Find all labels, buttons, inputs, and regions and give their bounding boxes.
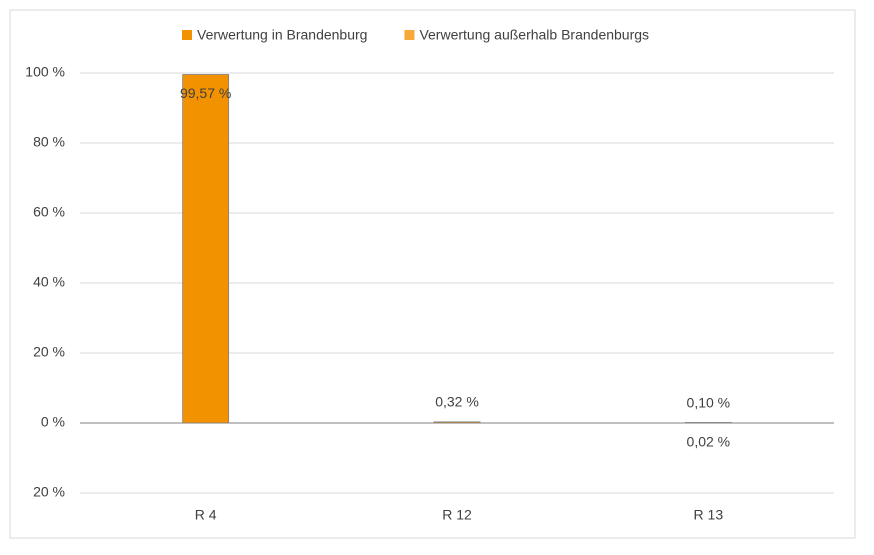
bar [183,75,229,423]
x-tick-label: R 12 [442,507,472,523]
y-tick-label: 100 % [25,64,65,80]
y-tick-label: 40 % [33,274,65,290]
bar [434,422,480,423]
y-tick-label: 80 % [33,134,65,150]
chart-frame [10,10,855,538]
legend-label: Verwertung außerhalb Brandenburgs [419,27,649,43]
y-tick-label: 60 % [33,204,65,220]
legend-swatch [404,30,414,40]
y-tick-label: 20 % [33,484,65,500]
data-label: 0,02 % [687,434,731,450]
data-label: 99,57 % [180,85,231,101]
data-label: 0,10 % [687,394,731,410]
data-label: 0,32 % [435,394,479,410]
y-tick-label: 0 % [41,414,65,430]
legend-swatch [182,30,192,40]
y-tick-label: 20 % [33,344,65,360]
legend-label: Verwertung in Brandenburg [197,27,367,43]
x-tick-label: R 13 [694,507,724,523]
x-tick-label: R 4 [195,507,217,523]
